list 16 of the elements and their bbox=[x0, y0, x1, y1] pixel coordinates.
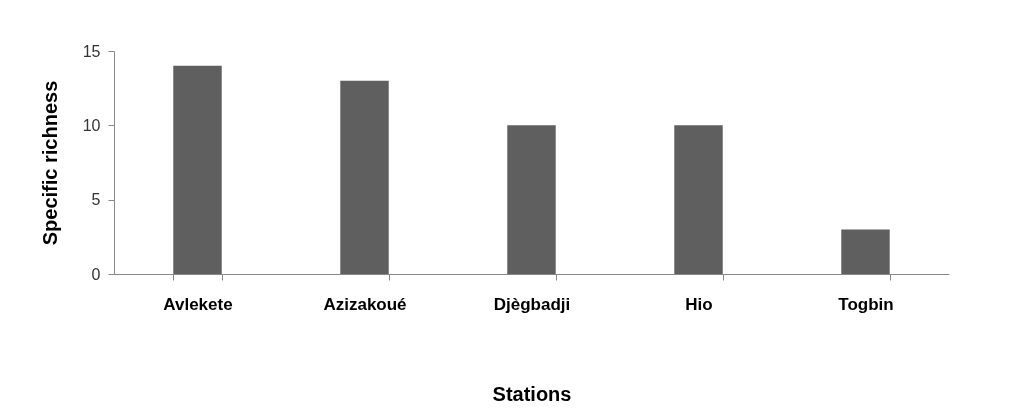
y-tick-label: 0 bbox=[91, 265, 101, 283]
x-tick-label: Avlekete bbox=[163, 294, 233, 314]
y-tick-label: 15 bbox=[82, 42, 101, 60]
x-tick-label: Togbin bbox=[838, 294, 894, 314]
x-tick-label: Hio bbox=[685, 294, 713, 314]
bar bbox=[674, 125, 723, 274]
bar bbox=[173, 65, 222, 274]
x-axis-title: Stations bbox=[492, 382, 572, 405]
bar bbox=[340, 80, 389, 274]
bar bbox=[841, 229, 890, 274]
y-axis-title: Specific richness bbox=[38, 80, 61, 246]
y-tick-label: 5 bbox=[91, 191, 101, 209]
bar bbox=[507, 125, 556, 274]
x-tick-label: Djègbadji bbox=[493, 294, 571, 314]
y-tick-label: 10 bbox=[82, 116, 101, 134]
x-tick-label: Azizakoué bbox=[323, 294, 407, 314]
